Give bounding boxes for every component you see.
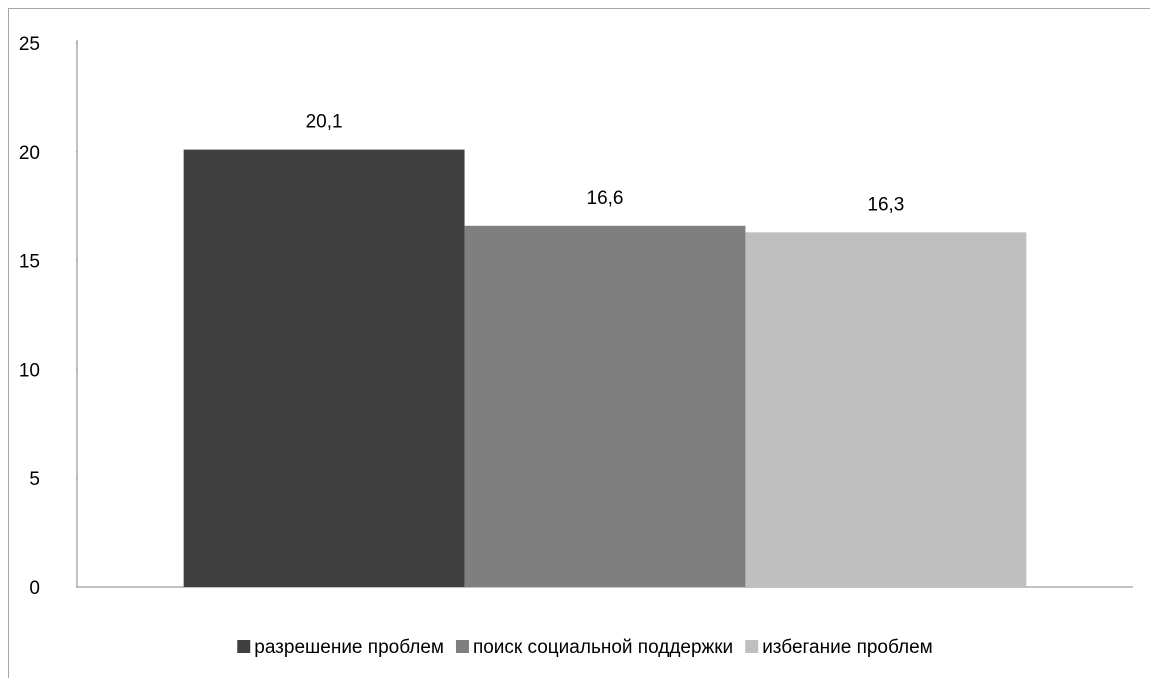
bar	[183, 149, 465, 587]
legend-label: избегание проблем	[762, 637, 933, 658]
legend-swatch	[237, 640, 251, 653]
y-tick-label: 5	[29, 469, 40, 490]
y-tick-label: 20	[19, 143, 40, 164]
bar	[745, 232, 1027, 587]
legend-swatch	[455, 640, 469, 653]
data-label: 16,3	[867, 194, 904, 215]
legend-label: разрешение проблем	[254, 637, 444, 658]
y-tick-label: 15	[19, 252, 40, 273]
bar	[464, 225, 746, 587]
data-label: 16,6	[587, 188, 624, 209]
y-tick-label: 25	[19, 34, 40, 55]
legend-label: поиск социальной поддержки	[473, 637, 733, 658]
legend-swatch	[745, 640, 759, 653]
data-label: 20,1	[306, 112, 343, 133]
y-tick-label: 10	[19, 360, 40, 381]
chart-border	[8, 8, 1150, 678]
y-tick-label: 0	[29, 578, 40, 599]
